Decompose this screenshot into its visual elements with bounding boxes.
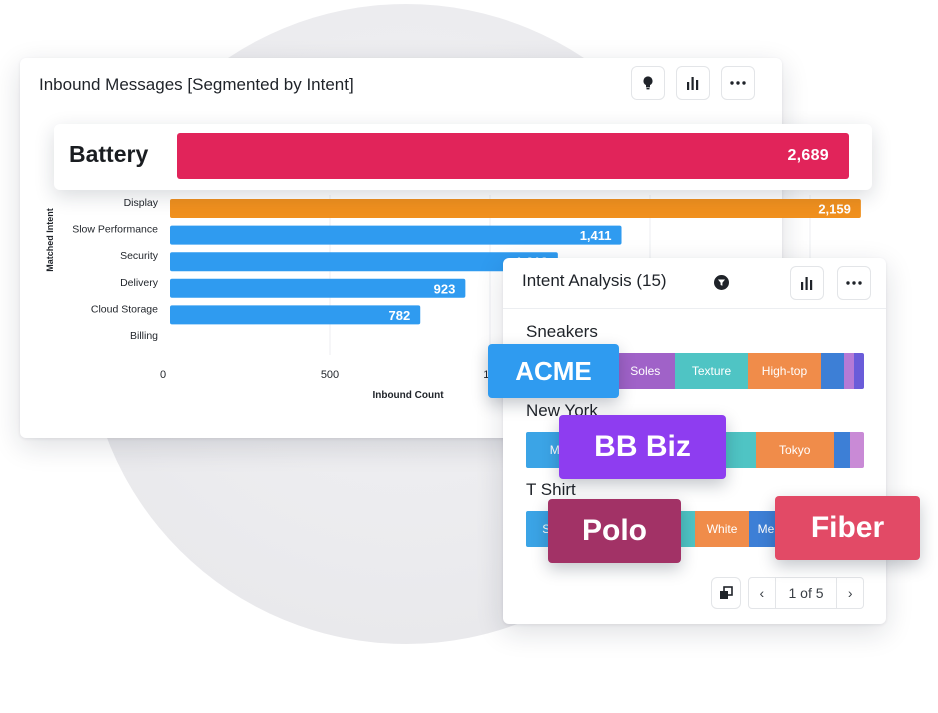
bar[interactable]: [170, 225, 622, 245]
bar[interactable]: [170, 278, 466, 298]
segment[interactable]: Tokyo: [755, 432, 834, 468]
more-icon: [846, 281, 862, 285]
more-icon: [730, 81, 746, 85]
bar-value-label: 2,159: [818, 202, 851, 217]
tag-polo[interactable]: Polo: [548, 499, 681, 563]
battery-bar[interactable]: 2,689: [177, 133, 849, 179]
segment[interactable]: Texture: [675, 353, 749, 389]
lightbulb-button[interactable]: [631, 66, 665, 100]
bar-value-label: 923: [434, 281, 456, 296]
intent-chart-type-button[interactable]: [790, 266, 824, 300]
segment[interactable]: [820, 353, 845, 389]
pager-divider: [836, 578, 838, 608]
pager-divider: [774, 578, 776, 608]
category-label: Display: [124, 197, 159, 209]
page-indicator: 1 of 5: [788, 585, 824, 601]
header-divider: [503, 308, 886, 309]
export-icon: [720, 586, 733, 599]
tag-acme[interactable]: ACME: [488, 344, 619, 398]
lightbulb-icon: [643, 76, 653, 90]
intent-more-button[interactable]: [837, 266, 871, 300]
row-label-sneakers: Sneakers: [526, 322, 598, 341]
segment[interactable]: High-top: [748, 353, 821, 389]
export-button[interactable]: [711, 577, 741, 609]
funnel-icon: [718, 279, 725, 286]
category-label: Slow Performance: [72, 224, 158, 236]
intent-analysis-title: Intent Analysis (15): [522, 271, 667, 290]
segment[interactable]: Soles: [615, 353, 676, 389]
battery-label: Battery: [69, 141, 149, 167]
x-tick-label: 0: [160, 369, 166, 381]
more-button[interactable]: [721, 66, 755, 100]
prev-page-button[interactable]: ‹: [759, 585, 765, 601]
segment[interactable]: [854, 353, 864, 389]
bar[interactable]: [170, 199, 861, 218]
battery-highlight-card[interactable]: Battery 2,689: [54, 124, 872, 190]
category-label: Cloud Storage: [91, 303, 158, 315]
category-label: Billing: [130, 330, 158, 342]
category-label: Security: [120, 250, 159, 262]
x-tick-label: 500: [321, 369, 339, 381]
bar-chart-icon: [687, 77, 699, 90]
filter-icon[interactable]: [714, 275, 729, 290]
tag-fiber[interactable]: Fiber: [775, 496, 920, 560]
row-label-t-shirt: T Shirt: [526, 480, 576, 499]
bar[interactable]: [170, 252, 558, 272]
bar-chart-icon: [801, 277, 813, 290]
bar-value-label: 782: [389, 308, 411, 323]
segment[interactable]: [844, 353, 855, 389]
chart-type-button[interactable]: [676, 66, 710, 100]
tag-bb-biz[interactable]: BB Biz: [559, 415, 726, 479]
pagination: ‹ 1 of 5 ›: [748, 577, 864, 609]
segment[interactable]: White: [695, 511, 750, 547]
y-axis-label: Matched Intent: [45, 208, 55, 272]
next-page-button[interactable]: ›: [847, 585, 853, 601]
bar[interactable]: [170, 305, 421, 325]
battery-value: 2,689: [787, 147, 829, 164]
segment[interactable]: [833, 432, 851, 468]
x-axis-label: Inbound Count: [372, 390, 444, 401]
segment[interactable]: [850, 432, 864, 468]
category-label: Delivery: [120, 277, 159, 289]
bar-value-label: 1,411: [580, 228, 612, 243]
card-title: Inbound Messages [Segmented by Intent]: [39, 75, 354, 94]
